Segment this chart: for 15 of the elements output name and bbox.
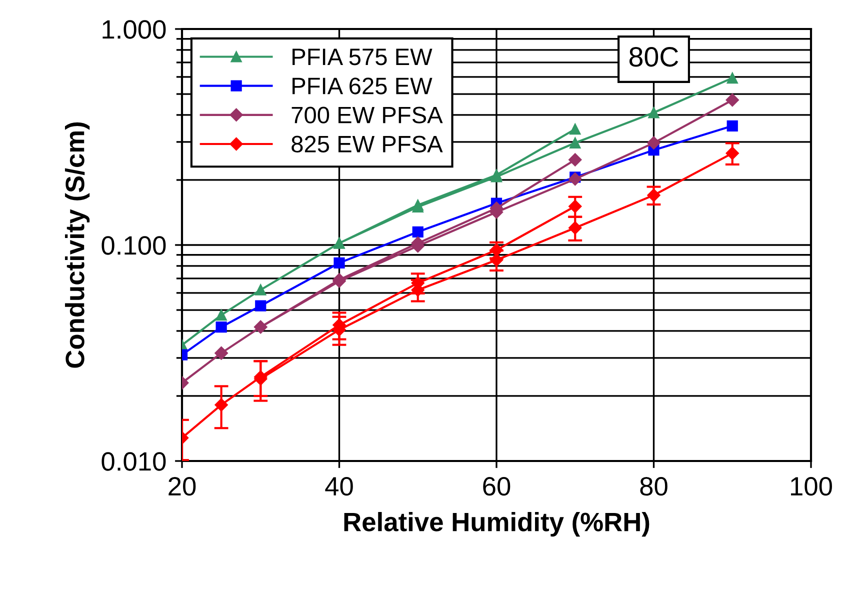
- x-tick-label: 60: [483, 476, 510, 496]
- x-tick-label: 40: [325, 476, 353, 496]
- legend-label: 825 EW PFSA: [292, 136, 443, 153]
- y-tick-label: 1.000: [102, 20, 166, 39]
- y-tick-label: 0.010: [102, 452, 166, 471]
- annotation: 80C: [629, 47, 678, 67]
- legend-label: PFIA 625 EW: [292, 78, 432, 94]
- y-axis-title: Conductivity (S/cm): [64, 122, 90, 368]
- x-tick-label: 100: [791, 476, 832, 496]
- y-tick-label: 0.100: [102, 236, 166, 255]
- legend-label: 700 EW PFSA: [292, 106, 443, 124]
- x-tick-label: 20: [168, 476, 196, 496]
- x-tick-label: 80: [640, 476, 668, 496]
- x-axis-title: Relative Humidity (%RH): [344, 512, 650, 537]
- legend-label: PFIA 575 EW: [292, 48, 432, 66]
